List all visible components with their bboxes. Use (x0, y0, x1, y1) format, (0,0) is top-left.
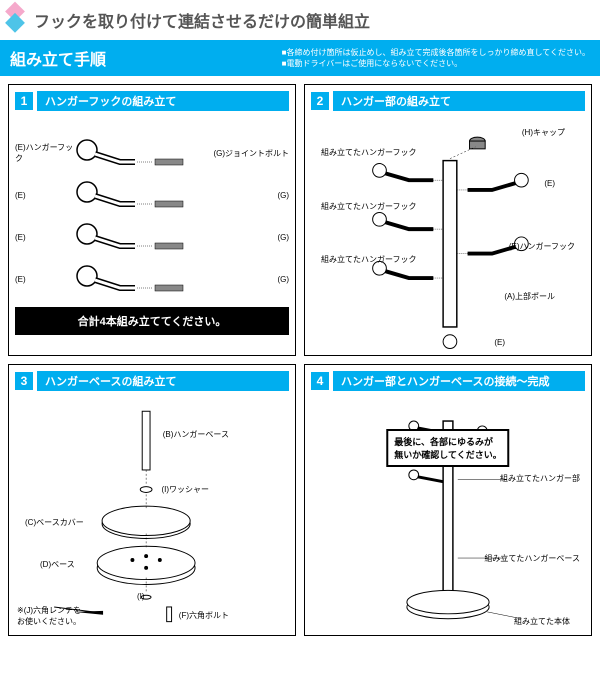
part-label: (I)ワッシャー (161, 484, 209, 495)
section-notes: ■各締め付け箇所は仮止めし、組み立て完成後各箇所をしっかり締め直してください。 … (282, 47, 590, 69)
part-label: (E)ハンガーフック (15, 142, 75, 164)
panel-4: 4 ハンガー部とハンガーベースの接続～完成 最後に、各部にゆるみが 無いか確認し… (304, 364, 592, 636)
step-title: ハンガーベースの組み立て (37, 371, 289, 391)
part-label: (E) (15, 191, 75, 200)
part-label: 組み立てた本体 (514, 616, 570, 627)
main-title: フックを取り付けて連結させるだけの簡単組立 (34, 8, 370, 32)
diagram-4: 最後に、各部にゆるみが 無いか確認してください。 組み立てたハンガー部 組み立て… (311, 399, 585, 629)
step-number: 3 (15, 372, 33, 390)
hook-icon (75, 180, 185, 210)
hook-icon (75, 264, 185, 294)
part-label: 組み立てたハンガーフック (321, 254, 417, 265)
base-diagram (15, 399, 289, 629)
step-number: 1 (15, 92, 33, 110)
part-label: 組み立てたハンガー部 (500, 473, 580, 484)
diamond-icon (2, 7, 27, 32)
panel-3: 3 ハンガーベースの組み立て (B)ハン (8, 364, 296, 636)
hook-icon (75, 222, 185, 252)
final-callout: 最後に、各部にゆるみが 無いか確認してください。 (386, 429, 509, 467)
note-1: ■各締め付け箇所は仮止めし、組み立て完成後各箇所をしっかり締め直してください。 (282, 47, 590, 58)
part-label: (G) (277, 275, 289, 284)
part-label: (E) (15, 275, 75, 284)
part-label: (B)ハンガーベース (163, 429, 229, 440)
part-label: (H)キャップ (522, 127, 565, 138)
part-label: (D)ベース (40, 559, 75, 570)
panel-1-header: 1 ハンガーフックの組み立て (15, 91, 289, 111)
step-title: ハンガー部とハンガーベースの接続～完成 (333, 371, 585, 391)
section-bar: 組み立て手順 ■各締め付け箇所は仮止めし、組み立て完成後各箇所をしっかり締め直し… (0, 40, 600, 76)
diagram-3: (B)ハンガーベース (I)ワッシャー (C)ベースカバー (D)ベース (I)… (15, 399, 289, 629)
step-number: 4 (311, 372, 329, 390)
part-label: 組み立てたハンガーフック (321, 201, 417, 212)
part-label: (C)ベースカバー (25, 517, 84, 528)
part-label: 組み立てたハンガーフック (321, 147, 417, 158)
diagram-2: 組み立てたハンガーフック (H)キャップ (E) 組み立てたハンガーフック (E… (311, 119, 585, 349)
page-header: フックを取り付けて連結させるだけの簡単組立 (0, 0, 600, 40)
wrench-note: ※(J)六角レンチを お使いください。 (17, 605, 81, 627)
step-title: ハンガーフックの組み立て (37, 91, 289, 111)
note-2: ■電動ドライバーはご使用にならないでください。 (282, 58, 590, 69)
step-title: ハンガー部の組み立て (333, 91, 585, 111)
panel-grid: 1 ハンガーフックの組み立て (E)ハンガーフック (G)ジョイントボルト (E… (0, 76, 600, 644)
hook-row: (E) (G) (15, 219, 289, 255)
part-label: (G)ジョイントボルト (213, 148, 289, 159)
panel-4-header: 4 ハンガー部とハンガーベースの接続～完成 (311, 371, 585, 391)
section-title: 組み立て手順 (10, 46, 106, 70)
part-label: (A)上部ポール (504, 291, 555, 302)
step-number: 2 (311, 92, 329, 110)
instruction-box: 合計4本組み立ててください。 (15, 307, 289, 335)
hook-row: (E) (G) (15, 177, 289, 213)
part-label: (I) (137, 592, 145, 601)
panel-1: 1 ハンガーフックの組み立て (E)ハンガーフック (G)ジョイントボルト (E… (8, 84, 296, 356)
hook-row: (E)ハンガーフック (G)ジョイントボルト (15, 135, 289, 171)
part-label: (G) (277, 233, 289, 242)
hook-icon (75, 138, 185, 168)
part-label: (E) (494, 338, 505, 347)
part-label: (E) (544, 179, 555, 188)
hook-row: (E) (G) (15, 261, 289, 297)
part-label: (E)ハンガーフック (509, 241, 575, 252)
part-label: 組み立てたハンガーベース (484, 553, 580, 564)
panel-3-header: 3 ハンガーベースの組み立て (15, 371, 289, 391)
part-label: (F)六角ボルト (179, 610, 229, 621)
part-label: (G) (277, 191, 289, 200)
part-label: (E) (15, 233, 75, 242)
panel-2-header: 2 ハンガー部の組み立て (311, 91, 585, 111)
hook-list: (E)ハンガーフック (G)ジョイントボルト (E) (G) (E) (G) (… (15, 119, 289, 297)
panel-2: 2 ハンガー部の組み立て 組み立てたハンガーフック (H)キャップ (E) (304, 84, 592, 356)
